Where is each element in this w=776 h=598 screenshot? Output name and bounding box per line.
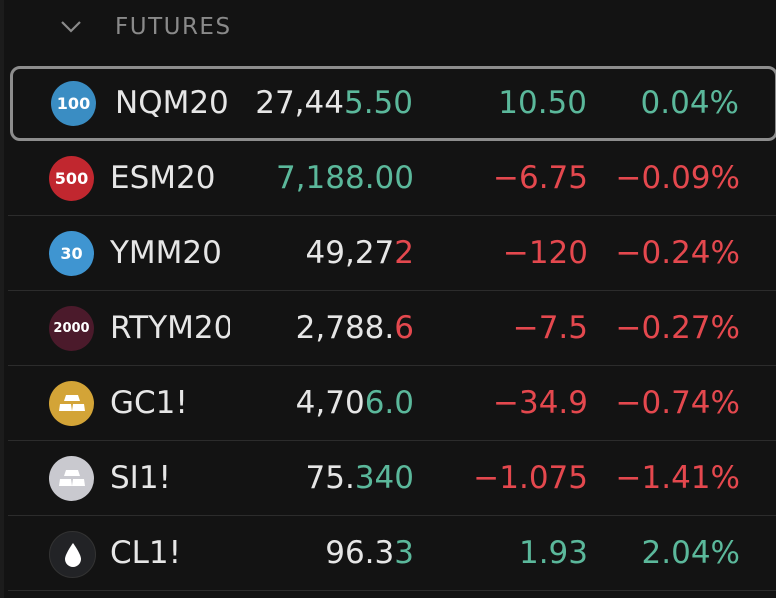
- symbol-icon: [49, 531, 96, 578]
- symbol: GC1!: [110, 385, 188, 421]
- symbol-icon: 100: [51, 81, 96, 126]
- symbol: NQM20: [115, 85, 229, 121]
- symbol-icon: 30: [49, 231, 94, 276]
- change: −120: [502, 235, 588, 271]
- watchlist-row[interactable]: 30 YMM20 49,272 −120 −0.24%: [8, 216, 776, 291]
- change-percent: 2.04%: [641, 535, 740, 571]
- last-price: 4,706.0: [296, 385, 414, 421]
- change-percent: −0.27%: [615, 310, 740, 346]
- price-main: 75.: [305, 460, 355, 496]
- bars-glyph: [58, 469, 85, 486]
- symbol-icon: 500: [49, 156, 94, 201]
- last-price: 75.340: [306, 460, 414, 496]
- price-tick: 6.0: [364, 385, 414, 421]
- symbol: YMM20: [110, 235, 222, 271]
- price-main: 27,44: [255, 85, 344, 121]
- symbol: CL1!: [110, 535, 182, 571]
- symbol-icon: [49, 381, 94, 426]
- change-percent: −0.09%: [615, 160, 740, 196]
- drop-glyph: [64, 542, 81, 567]
- watchlist-row[interactable]: GC1! 4,706.0 −34.9 −0.74%: [8, 366, 776, 441]
- price-tick: 340: [354, 460, 414, 496]
- symbol-icon: [49, 456, 94, 501]
- change: 10.50: [498, 85, 587, 121]
- section-title: FUTURES: [115, 14, 232, 40]
- collapse-chevron[interactable]: [60, 20, 82, 34]
- price-tick: 3: [394, 535, 414, 571]
- change: −6.75: [493, 160, 588, 196]
- price-main: 4,70: [295, 385, 365, 421]
- symbol: RTYM20: [110, 310, 230, 346]
- last-price: 96.33: [325, 535, 414, 571]
- watchlist-row[interactable]: CL1! 96.33 1.93 2.04%: [8, 516, 776, 591]
- change-percent: −0.74%: [615, 385, 740, 421]
- change-percent: 0.04%: [640, 85, 739, 121]
- last-price: 2,788.6: [296, 310, 414, 346]
- symbol: SI1!: [110, 460, 171, 496]
- symbol: ESM20: [110, 160, 216, 196]
- price-main: 96.3: [325, 535, 395, 571]
- watchlist-row[interactable]: 100 NQM20 27,445.50 10.50 0.04%: [10, 66, 776, 141]
- change: −1.075: [473, 460, 588, 496]
- change: 1.93: [518, 535, 588, 571]
- watchlist-row[interactable]: SI1! 75.340 −1.075 −1.41%: [8, 441, 776, 516]
- change-percent: −1.41%: [615, 460, 740, 496]
- watchlist-row[interactable]: 500 ESM20 7,188.00 −6.75 −0.09%: [8, 141, 776, 216]
- change: −7.5: [512, 310, 588, 346]
- symbol-icon: 2000: [49, 306, 94, 351]
- last-price: 27,445.50: [255, 85, 413, 121]
- change-percent: −0.24%: [615, 235, 740, 271]
- bars-glyph: [58, 394, 85, 411]
- price-tick: 2: [394, 235, 414, 271]
- last-price: 7,188.00: [276, 160, 414, 196]
- price-tick: 7,188.00: [275, 160, 414, 196]
- change: −34.9: [493, 385, 588, 421]
- section-header[interactable]: FUTURES: [4, 0, 776, 62]
- price-tick: 5.50: [343, 85, 413, 121]
- price-main: 49,27: [305, 235, 395, 271]
- watchlist-row[interactable]: 2000 RTYM20 2,788.6 −7.5 −0.27%: [8, 291, 776, 366]
- last-price: 49,272: [306, 235, 414, 271]
- price-main: 2,788.: [295, 310, 395, 346]
- price-tick: 6: [394, 310, 414, 346]
